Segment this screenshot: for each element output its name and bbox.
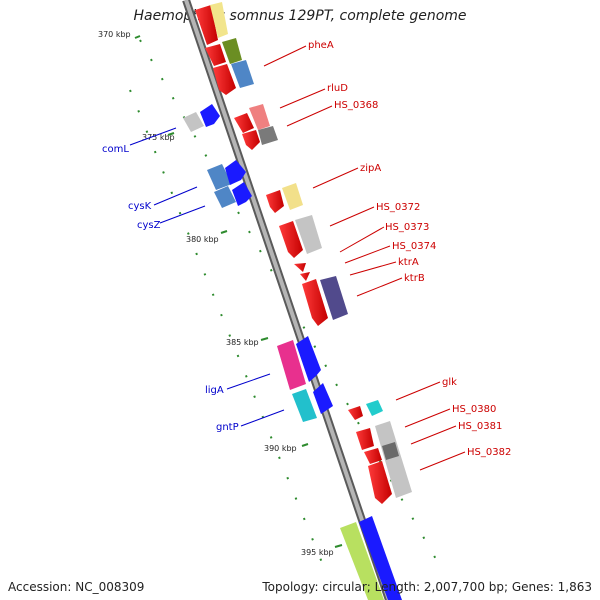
- gene-label-phea: pheA: [308, 40, 334, 51]
- gene-label-liga: ligA: [205, 385, 224, 396]
- gene-block: [222, 38, 242, 64]
- gene-label-zipa: zipA: [360, 163, 381, 174]
- gene-block: [366, 400, 383, 416]
- gene-label-ktrb: ktrB: [404, 273, 425, 284]
- gene-arrow: [279, 221, 303, 258]
- gene-label-glk: glk: [442, 377, 457, 388]
- gene-block: [382, 442, 399, 460]
- gene-block: [292, 389, 317, 422]
- gene-label-cysk: cysK: [128, 201, 152, 212]
- gene-block: [375, 421, 412, 498]
- gene-label-hs0372: HS_0372: [376, 202, 420, 213]
- gene-block: [277, 340, 306, 390]
- gene-arrow: [302, 279, 328, 326]
- gene-label-coml: comL: [102, 144, 129, 155]
- gene-arrow: [364, 448, 382, 464]
- gene-label-hs0380: HS_0380: [452, 404, 496, 415]
- gene-features: [183, 2, 412, 600]
- gene-block: [214, 186, 236, 208]
- gene-block: [320, 276, 348, 320]
- gene-arrow: [300, 272, 310, 281]
- gene-block: [183, 112, 204, 132]
- gene-label-hs0373: HS_0373: [385, 222, 429, 233]
- gene-arrow: [200, 104, 220, 127]
- gene-arrow: [225, 160, 246, 185]
- gene-block: [295, 215, 322, 254]
- gene-block: [282, 183, 303, 210]
- gene-arrow: [242, 130, 260, 150]
- gene-arrow: [213, 64, 236, 95]
- gene-block: [210, 2, 228, 38]
- gene-label-hs0381: HS_0381: [458, 421, 502, 432]
- gene-arrow: [205, 44, 226, 66]
- gene-arrow: [368, 461, 392, 504]
- gene-block: [258, 126, 278, 145]
- gene-label-hs0368: HS_0368: [334, 100, 378, 111]
- genome-summary-text: Topology: circular; Length: 2,007,700 bp…: [262, 580, 592, 594]
- tick-label-375: 375 kbp: [142, 133, 175, 142]
- tick-label-395: 395 kbp: [301, 548, 334, 557]
- tick-label-370: 370 kbp: [98, 30, 131, 39]
- gene-label-rlud: rluD: [327, 83, 348, 94]
- gene-label-hs0374: HS_0374: [392, 241, 436, 252]
- gene-label-ktra: ktrA: [398, 257, 419, 268]
- tick-label-390: 390 kbp: [264, 444, 297, 453]
- gene-block: [249, 104, 270, 130]
- gene-arrow: [195, 5, 218, 45]
- gene-label-cysz: cysZ: [137, 220, 161, 231]
- gene-label-hs0382: HS_0382: [467, 447, 511, 458]
- gene-block: [340, 522, 384, 600]
- gene-arrow: [348, 406, 363, 420]
- gene-arrow: [313, 383, 333, 414]
- tick-label-385: 385 kbp: [226, 338, 259, 347]
- gene-arrow: [356, 428, 374, 450]
- gene-arrow: [232, 182, 252, 206]
- gene-arrow: [296, 336, 321, 382]
- gene-arrow: [266, 190, 284, 213]
- tick-label-380: 380 kbp: [186, 235, 219, 244]
- gene-block: [231, 60, 254, 88]
- accession-text: Accession: NC_008309: [8, 580, 145, 594]
- gene-arrow: [234, 113, 254, 133]
- gene-arrow: [359, 516, 402, 600]
- gene-label-gntp: gntP: [216, 422, 239, 433]
- gene-block: [207, 164, 232, 190]
- gene-arrow: [294, 263, 306, 272]
- genome-backbone: [182, 0, 393, 600]
